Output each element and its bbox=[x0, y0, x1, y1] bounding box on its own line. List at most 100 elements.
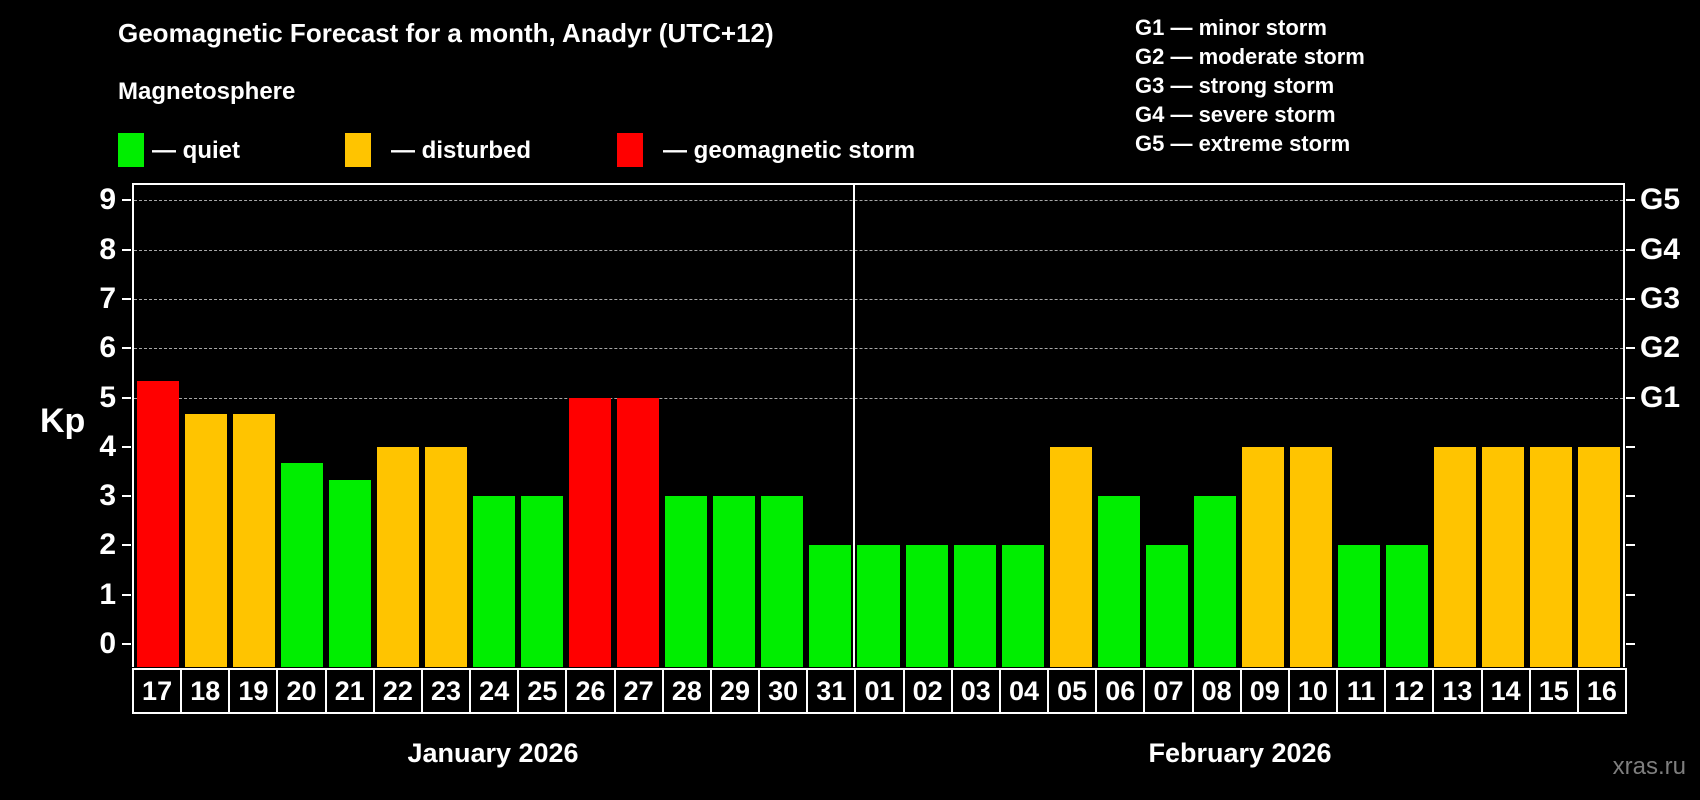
kp-bar-09 bbox=[1241, 446, 1284, 667]
kp-bar-11 bbox=[1337, 545, 1380, 667]
y-tick-label-4: 4 bbox=[99, 429, 116, 463]
kp-bar-31 bbox=[809, 545, 852, 667]
day-label-14: 14 bbox=[1480, 668, 1531, 714]
y-axis-title: Kp bbox=[40, 402, 86, 440]
left-axis-tick bbox=[122, 445, 131, 448]
storm-legend-swatch bbox=[617, 133, 643, 167]
kp-bar-29 bbox=[713, 496, 756, 667]
day-label-04: 04 bbox=[998, 668, 1050, 714]
y-tick-label-9: 9 bbox=[99, 183, 116, 217]
left-axis-tick bbox=[122, 199, 131, 202]
day-label-17: 17 bbox=[132, 668, 183, 714]
day-label-03: 03 bbox=[950, 668, 1001, 714]
left-axis-tick bbox=[122, 297, 131, 300]
g-scale-legend-line: G2 — moderate storm bbox=[1135, 44, 1365, 69]
day-label-16: 16 bbox=[1576, 668, 1627, 714]
disturbed-legend-label: — disturbed bbox=[391, 137, 532, 164]
kp-bar-12 bbox=[1385, 545, 1428, 667]
kp-bar-07 bbox=[1145, 545, 1188, 667]
y-tick-label-7: 7 bbox=[99, 281, 116, 315]
right-axis-label-G4: G4 bbox=[1640, 232, 1681, 266]
right-axis-tick bbox=[1626, 396, 1635, 399]
disturbed-legend-swatch bbox=[345, 133, 371, 167]
y-tick-label-2: 2 bbox=[99, 528, 116, 562]
kp-bar-01 bbox=[857, 545, 900, 667]
g-scale-legend-line: G4 — severe storm bbox=[1135, 102, 1336, 127]
kp-bar-04 bbox=[1001, 545, 1044, 667]
kp-bar-06 bbox=[1097, 496, 1140, 667]
y-tick-label-6: 6 bbox=[99, 331, 116, 365]
right-axis-label-G2: G2 bbox=[1640, 331, 1681, 365]
left-axis-tick bbox=[122, 544, 131, 547]
kp-bar-02 bbox=[905, 545, 948, 667]
kp-bar-26 bbox=[569, 397, 612, 667]
day-label-05: 05 bbox=[1047, 668, 1098, 714]
kp-bar-10 bbox=[1289, 446, 1332, 667]
gridline-kp9 bbox=[134, 200, 1623, 202]
kp-bar-13 bbox=[1433, 446, 1476, 667]
kp-bar-18 bbox=[185, 413, 228, 667]
day-label-31: 31 bbox=[806, 668, 857, 714]
quiet-legend-swatch bbox=[118, 133, 144, 167]
day-label-27: 27 bbox=[613, 668, 664, 714]
day-label-23: 23 bbox=[420, 668, 472, 714]
left-axis-tick bbox=[122, 495, 131, 498]
y-tick-label-1: 1 bbox=[99, 577, 116, 611]
right-axis-label-G5: G5 bbox=[1640, 183, 1681, 217]
left-axis-tick bbox=[122, 248, 131, 251]
day-label-29: 29 bbox=[709, 668, 761, 714]
day-label-10: 10 bbox=[1287, 668, 1339, 714]
kp-bar-20 bbox=[281, 463, 324, 667]
month-label-january: January 2026 bbox=[407, 738, 579, 768]
month-divider-line bbox=[853, 185, 856, 667]
gridline-kp8 bbox=[134, 249, 1623, 251]
kp-bar-23 bbox=[425, 446, 468, 667]
g-scale-legend: G1 — minor storm G2 — moderate storm G3 … bbox=[1135, 13, 1365, 158]
kp-bar-03 bbox=[953, 545, 996, 667]
right-axis-tick bbox=[1626, 495, 1635, 498]
day-label-07: 07 bbox=[1143, 668, 1194, 714]
chart-subtitle: Magnetosphere bbox=[118, 78, 296, 105]
gridline-kp6 bbox=[134, 348, 1623, 350]
right-axis-tick bbox=[1626, 593, 1635, 596]
right-axis-tick bbox=[1626, 347, 1635, 350]
left-axis-tick bbox=[122, 643, 131, 645]
day-label-02: 02 bbox=[902, 668, 953, 714]
plot-area bbox=[122, 183, 1635, 667]
right-axis-label-G1: G1 bbox=[1640, 380, 1681, 414]
day-label-13: 13 bbox=[1432, 668, 1483, 714]
day-label-20: 20 bbox=[276, 668, 327, 714]
day-label-06: 06 bbox=[1095, 668, 1146, 714]
right-axis-tick bbox=[1626, 544, 1635, 547]
gridline-kp5 bbox=[134, 397, 1623, 399]
day-label-15: 15 bbox=[1528, 668, 1579, 714]
day-label-row: 17 18 19 20 21 22 23 24 25 26 27 28 29 30 31 01 02 03 04 05… bbox=[132, 668, 1627, 714]
kp-bar-14 bbox=[1481, 446, 1524, 667]
g-scale-legend-line: G1 — minor storm bbox=[1135, 15, 1327, 40]
g-scale-legend-line: G5 — extreme storm bbox=[1135, 131, 1351, 156]
kp-bar-27 bbox=[617, 397, 660, 667]
y-tick-label-3: 3 bbox=[99, 479, 116, 513]
day-label-12: 12 bbox=[1384, 668, 1435, 714]
day-label-25: 25 bbox=[517, 668, 568, 714]
day-label-26: 26 bbox=[565, 668, 616, 714]
storm-legend-label: — geomagnetic storm bbox=[663, 137, 916, 164]
gridline-kp7 bbox=[134, 298, 1623, 300]
y-tick-label-0: 0 bbox=[99, 627, 116, 660]
y-tick-label-8: 8 bbox=[99, 232, 116, 266]
day-label-19: 19 bbox=[228, 668, 279, 714]
day-label-01: 01 bbox=[854, 668, 905, 714]
kp-bar-30 bbox=[761, 496, 804, 667]
kp-bar-08 bbox=[1193, 496, 1236, 667]
kp-bar-24 bbox=[473, 496, 516, 667]
kp-bar-05 bbox=[1049, 446, 1092, 667]
kp-bar-28 bbox=[665, 496, 708, 667]
day-label-21: 21 bbox=[324, 668, 375, 714]
day-label-28: 28 bbox=[661, 668, 712, 714]
g-scale-legend-line: G3 — strong storm bbox=[1135, 73, 1335, 98]
left-axis-tick bbox=[122, 593, 131, 596]
day-label-08: 08 bbox=[1191, 668, 1242, 714]
page-title: Geomagnetic Forecast for a month, Anadyr… bbox=[118, 18, 774, 48]
day-label-30: 30 bbox=[758, 668, 809, 714]
